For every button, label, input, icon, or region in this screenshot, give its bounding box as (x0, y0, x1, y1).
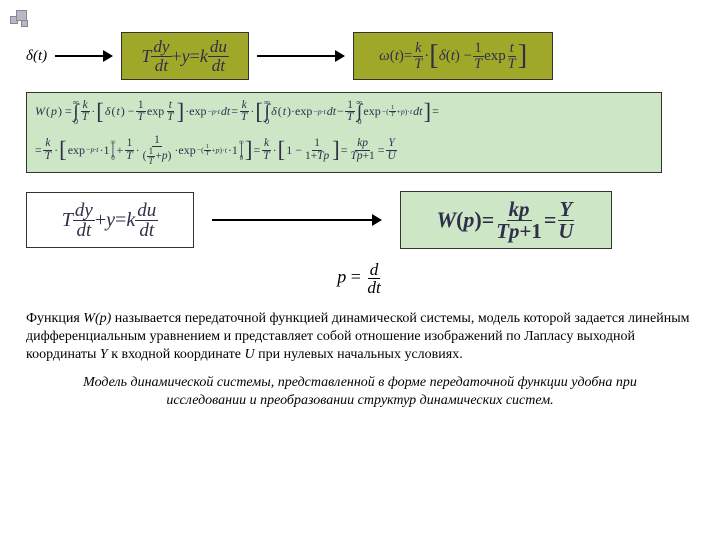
eq-p-def: p = ddt (26, 261, 694, 296)
row-final-transform: T dydt +y=k dudt W(p)= kpTp+1 = YU (26, 191, 694, 249)
arrow-icon (257, 49, 345, 63)
slide: δ(t) T dydt +y=k dudt ω(t)= kT· [ δ(t) −… (0, 0, 720, 540)
input-signal-label: δ(t) (26, 48, 47, 65)
arrow-icon (55, 49, 113, 63)
eq-Wp-line2: = kT· [ exp−p·t·1 ∞|0 + 1T· 1(1T+p) ·exp… (35, 135, 653, 167)
corner-decoration-icon (10, 10, 28, 28)
eq-solution-top: ω(t)= kT· [ δ(t) − 1Texp tT ] (353, 32, 553, 80)
eq-ode-top: T dydt +y=k dudt (121, 32, 249, 80)
eq-Wp-line1: W(p) = ∞∫0 kT· [δ(t) − 1Texp tT ]·exp−p·… (35, 99, 653, 125)
eq-ode-bottom: T dydt +y=k dudt (26, 192, 194, 248)
description-text: Функция W(p) называется передаточной фун… (26, 310, 694, 410)
eq-Wp-final: W(p)= kpTp+1 = YU (400, 191, 612, 249)
arrow-icon (212, 213, 382, 227)
eq-Wp-derivation: W(p) = ∞∫0 kT· [δ(t) − 1Texp tT ]·exp−p·… (26, 92, 662, 173)
description-para1: Функция W(p) называется передаточной фун… (26, 310, 694, 364)
row-top-transform: δ(t) T dydt +y=k dudt ω(t)= kT· [ δ(t) −… (26, 32, 694, 80)
description-para2: Модель динамической системы, представлен… (26, 374, 694, 410)
